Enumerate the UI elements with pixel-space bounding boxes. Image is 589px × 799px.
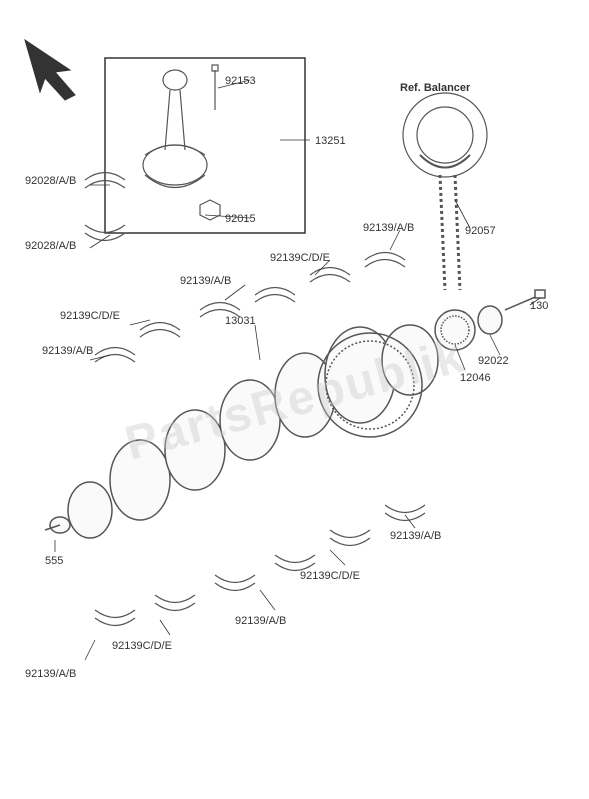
label-92139-top3: 92139/A/B — [42, 345, 93, 357]
label-555: 555 — [45, 555, 63, 567]
label-92028-2: 92028/A/B — [25, 240, 76, 252]
label-92139-cde-2: 92139C/D/E — [60, 310, 120, 322]
label-92139-cde-4: 92139C/D/E — [112, 640, 172, 652]
label-130: 130 — [530, 300, 548, 312]
nav-arrow-icon — [25, 40, 75, 100]
label-13031: 13031 — [225, 315, 256, 327]
label-92139-cde-1: 92139C/D/E — [270, 252, 330, 264]
label-92139-bot2: 92139/A/B — [235, 615, 286, 627]
label-92139-bot3: 92139/A/B — [25, 668, 76, 680]
label-92139-bot1: 92139/A/B — [390, 530, 441, 542]
label-92022: 92022 — [478, 355, 509, 367]
label-92139-top2: 92139/A/B — [180, 275, 231, 287]
label-12046: 12046 — [460, 372, 491, 384]
label-92015: 92015 — [225, 213, 256, 225]
label-92028-1: 92028/A/B — [25, 175, 76, 187]
diagram-container: PartsRepublik Ref. Balancer 92153 13251 … — [0, 0, 589, 799]
parts-diagram-svg — [0, 0, 589, 799]
ref-balancer-label: Ref. Balancer — [400, 82, 470, 94]
label-92153: 92153 — [225, 75, 256, 87]
label-92057: 92057 — [465, 225, 496, 237]
label-92139-top1: 92139/A/B — [363, 222, 414, 234]
label-92139-cde-3: 92139C/D/E — [300, 570, 360, 582]
label-13251: 13251 — [315, 135, 346, 147]
